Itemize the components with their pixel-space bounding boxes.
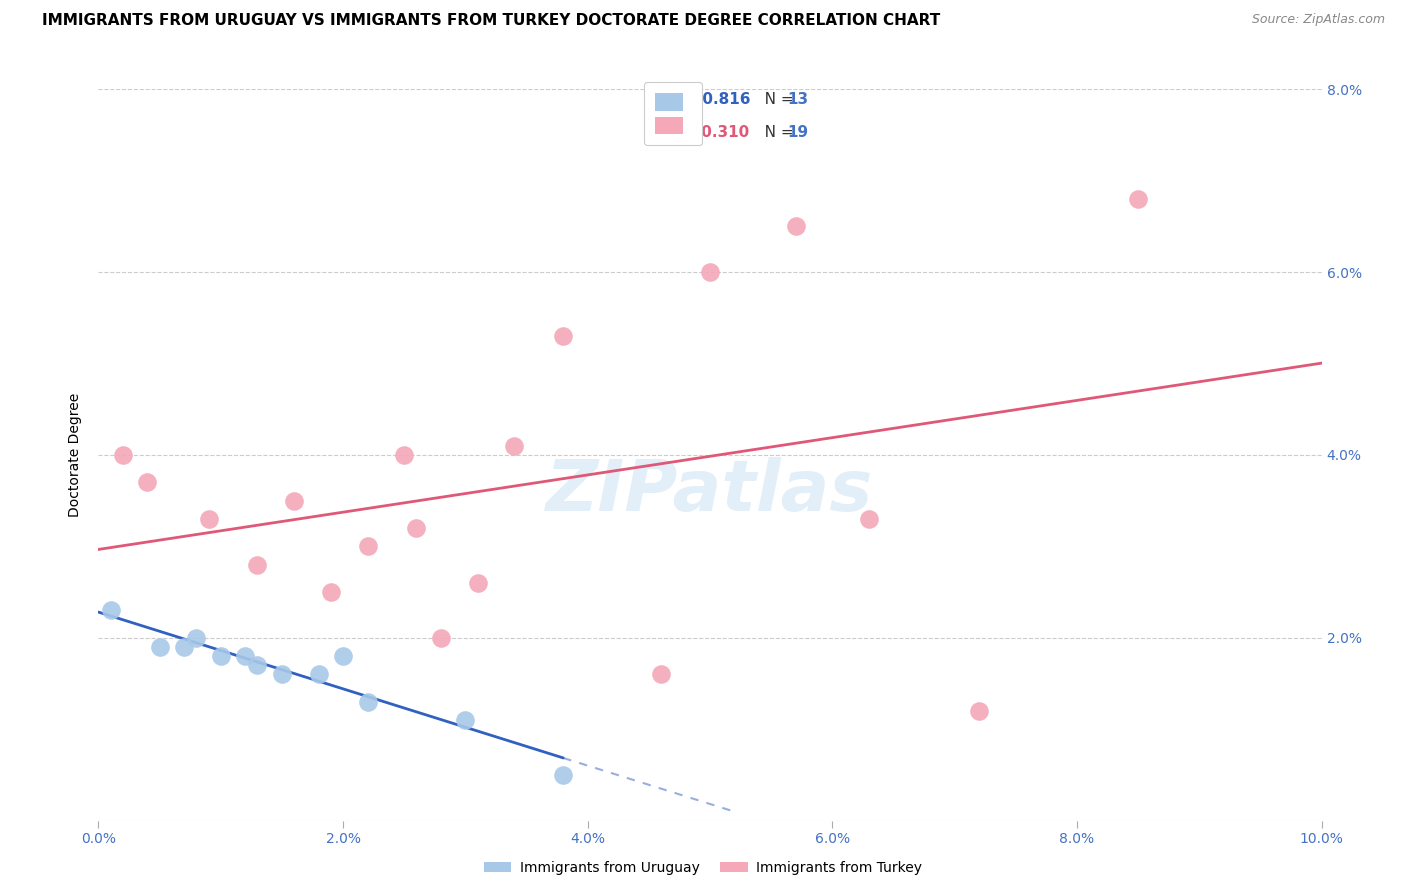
Point <box>111 448 134 462</box>
Point <box>197 512 219 526</box>
Point <box>319 585 342 599</box>
Point <box>100 603 122 617</box>
Text: 0.310: 0.310 <box>696 126 749 140</box>
Point <box>308 667 330 681</box>
Text: 19: 19 <box>787 126 808 140</box>
Point <box>136 475 159 490</box>
Legend: , : , <box>644 82 703 145</box>
Point <box>405 521 427 535</box>
Point <box>503 439 526 453</box>
Point <box>173 640 195 654</box>
Point <box>356 539 378 553</box>
Point <box>785 219 807 234</box>
Text: Source: ZipAtlas.com: Source: ZipAtlas.com <box>1251 13 1385 27</box>
Text: R =: R = <box>662 126 695 140</box>
Point <box>1128 192 1150 206</box>
Point <box>392 448 416 462</box>
Point <box>650 667 672 681</box>
Text: -0.816: -0.816 <box>696 92 751 107</box>
Point <box>553 329 575 343</box>
Point <box>246 558 269 572</box>
Point <box>233 649 256 664</box>
Text: N =: N = <box>749 92 799 107</box>
Point <box>430 631 453 645</box>
Point <box>209 649 232 664</box>
Text: IMMIGRANTS FROM URUGUAY VS IMMIGRANTS FROM TURKEY DOCTORATE DEGREE CORRELATION C: IMMIGRANTS FROM URUGUAY VS IMMIGRANTS FR… <box>42 13 941 29</box>
Point <box>967 704 990 718</box>
Point <box>356 695 378 709</box>
Point <box>553 768 575 782</box>
Legend: Immigrants from Uruguay, Immigrants from Turkey: Immigrants from Uruguay, Immigrants from… <box>478 855 928 880</box>
Point <box>699 265 721 279</box>
Point <box>858 512 880 526</box>
Point <box>246 658 269 673</box>
Point <box>149 640 172 654</box>
Y-axis label: Doctorate Degree: Doctorate Degree <box>69 392 83 517</box>
Point <box>332 649 354 664</box>
Text: ZIPatlas: ZIPatlas <box>547 457 873 526</box>
Text: N =: N = <box>749 126 799 140</box>
Point <box>454 713 477 727</box>
Point <box>270 667 292 681</box>
Text: R =: R = <box>662 92 695 107</box>
Point <box>186 631 208 645</box>
Point <box>467 576 489 591</box>
Text: 13: 13 <box>787 92 808 107</box>
Point <box>283 493 305 508</box>
